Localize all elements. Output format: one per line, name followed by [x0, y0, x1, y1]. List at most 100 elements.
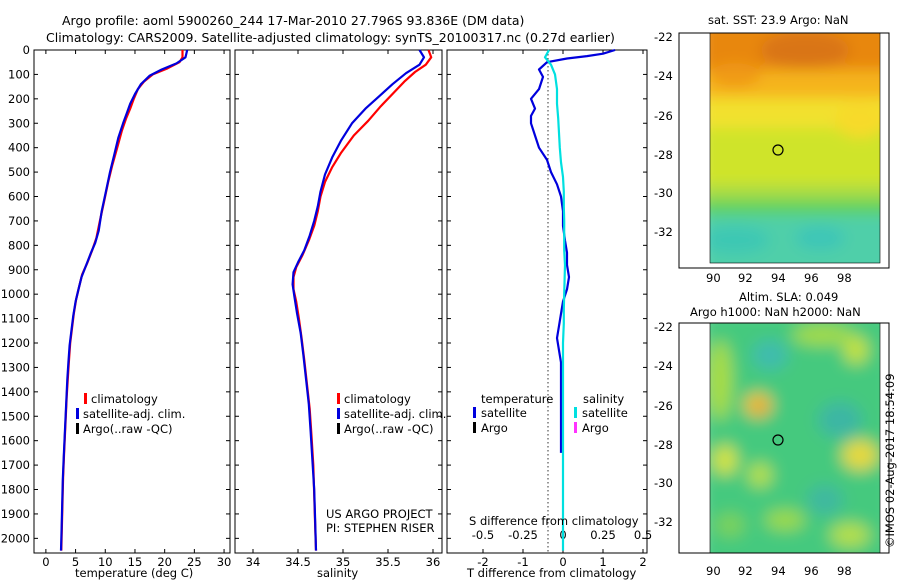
legend-satellite: satellite-adj. clim. — [83, 407, 185, 421]
x-tick-label: -2 — [477, 555, 488, 569]
sst-ytick: -32 — [654, 225, 673, 239]
copyright-watermark: ©IMOS 02-Aug-2017 18:54:09 — [883, 373, 897, 548]
depth-tick-label: 0 — [23, 43, 30, 57]
x-tick-label: 15 — [128, 555, 143, 569]
x-tick-label: 25 — [187, 555, 202, 569]
sla-xtick: 94 — [771, 564, 786, 578]
legend-s-argo: Argo — [582, 421, 609, 435]
depth-tick-label: 2000 — [1, 531, 30, 545]
sla-map-image — [710, 323, 880, 553]
legend-swatch-t-satellite — [473, 407, 476, 418]
depth-tick-label: 1800 — [1, 483, 30, 497]
legend-head-temperature: temperature — [481, 392, 553, 406]
s-diff-tick-label: 0.25 — [590, 528, 616, 542]
legend-swatch-s-argo — [574, 422, 577, 433]
sla-map-ticks: -22 -24 -26 -28 -30 -32 90 92 94 96 98 — [654, 320, 852, 578]
depth-tick-label: 1300 — [1, 360, 30, 374]
x-tick-label: 0 — [559, 555, 566, 569]
legend-swatch-argo — [337, 423, 340, 434]
legend-t-argo: Argo — [481, 421, 508, 435]
x-tick-label: 36 — [426, 555, 441, 569]
sla-xtick: 98 — [837, 564, 852, 578]
depth-tick-label: 1100 — [1, 312, 30, 326]
temperature-xlabel: temperature (deg C) — [75, 566, 193, 580]
legend-t-satellite: satellite — [481, 406, 527, 420]
sla-xtick: 90 — [706, 564, 721, 578]
sst-ytick: -24 — [654, 69, 673, 83]
x-tick-label: 35.5 — [375, 555, 401, 569]
sla-xtick: 96 — [804, 564, 819, 578]
sla-map-title-1: Altim. SLA: 0.049 — [739, 290, 838, 304]
salinity-legend: climatology satellite-adj. clim. Argo(..… — [326, 392, 446, 535]
temperature-legend: climatology satellite-adj. clim. Argo(..… — [76, 392, 185, 436]
s-diff-tick-label: -0.25 — [508, 528, 538, 542]
sla-ytick: -24 — [654, 359, 673, 373]
argo-location-marker — [772, 144, 784, 156]
sla-map-axes — [678, 322, 890, 554]
x-tick-label: 34 — [246, 555, 261, 569]
x-tick-label: 1 — [599, 555, 606, 569]
salinity-xlabel: salinity — [317, 566, 358, 580]
sst-xtick: 94 — [771, 271, 786, 285]
legend-swatch-t-argo — [473, 422, 476, 433]
salinity-axes — [234, 49, 443, 554]
legend-climatology: climatology — [344, 392, 411, 406]
x-tick-label: 30 — [217, 555, 232, 569]
depth-tick-label: 500 — [8, 165, 30, 179]
sst-ytick: -30 — [654, 186, 673, 200]
title-line-1: Argo profile: aoml 5900260_244 17-Mar-20… — [62, 13, 524, 28]
depth-tick-label: 300 — [8, 116, 30, 130]
sla-ytick: -26 — [654, 399, 673, 413]
series-line-satellite-adj-clim- — [291, 49, 426, 551]
series-line-salinity-satellite — [543, 49, 567, 551]
depth-tick-label: 700 — [8, 214, 30, 228]
sst-xtick: 92 — [738, 271, 753, 285]
sla-ytick: -32 — [654, 515, 673, 529]
legend-swatch-argo — [76, 423, 79, 434]
depth-tick-label: 600 — [8, 190, 30, 204]
legend-swatch-climatology — [337, 393, 340, 404]
sst-xtick: 98 — [837, 271, 852, 285]
series-line-satellite-adj-clim- — [59, 49, 189, 551]
sst-xtick: 90 — [706, 271, 721, 285]
difference-legend: temperature salinity satellite Argo sate… — [473, 392, 628, 435]
depth-tick-label: 1700 — [1, 458, 30, 472]
legend-s-satellite: satellite — [582, 406, 628, 420]
depth-tick-label: 400 — [8, 141, 30, 155]
legend-swatch-climatology — [84, 393, 87, 404]
difference-axes — [446, 49, 648, 554]
sla-ytick: -28 — [654, 438, 673, 452]
ticks-layer: 0 5 10 15 20 25 300100200300400500600700800900… — [1, 43, 652, 569]
legend-swatch-satellite — [76, 408, 79, 419]
sst-ytick: -28 — [654, 148, 673, 162]
depth-tick-label: 800 — [8, 238, 30, 252]
depth-tick-label: 100 — [8, 67, 30, 81]
sla-xtick: 92 — [738, 564, 753, 578]
s-diff-tick-label: -0.5 — [472, 528, 494, 542]
sla-ytick: -22 — [654, 320, 673, 334]
depth-tick-label: 900 — [8, 263, 30, 277]
depth-tick-label: 1900 — [1, 507, 30, 521]
sst-map-image — [710, 33, 880, 263]
credit-pi: PI: STEPHEN RISER — [326, 521, 435, 535]
depth-tick-label: 1000 — [1, 287, 30, 301]
legend-argo: Argo(..raw -QC) — [83, 422, 173, 436]
x-tick-label: 35 — [336, 555, 351, 569]
difference-xlabel: T difference from climatology — [466, 566, 637, 580]
legend-head-salinity: salinity — [583, 392, 624, 406]
sla-map-title-2: Argo h1000: NaN h2000: NaN — [690, 305, 861, 319]
sla-ytick: -30 — [654, 476, 673, 490]
temperature-axes — [33, 49, 231, 554]
depth-tick-label: 200 — [8, 92, 30, 106]
sst-map-title: sat. SST: 23.9 Argo: NaN — [708, 13, 849, 27]
lines-layer — [59, 48, 616, 551]
x-tick-label: 2 — [639, 555, 646, 569]
depth-tick-label: 1500 — [1, 409, 30, 423]
depth-tick-label: 1600 — [1, 434, 30, 448]
x-tick-label: 0 — [42, 555, 49, 569]
s-difference-label: S difference from climatology — [469, 514, 639, 528]
sst-xtick: 96 — [804, 271, 819, 285]
title-line-2: Climatology: CARS2009. Satellite-adjuste… — [46, 30, 615, 45]
